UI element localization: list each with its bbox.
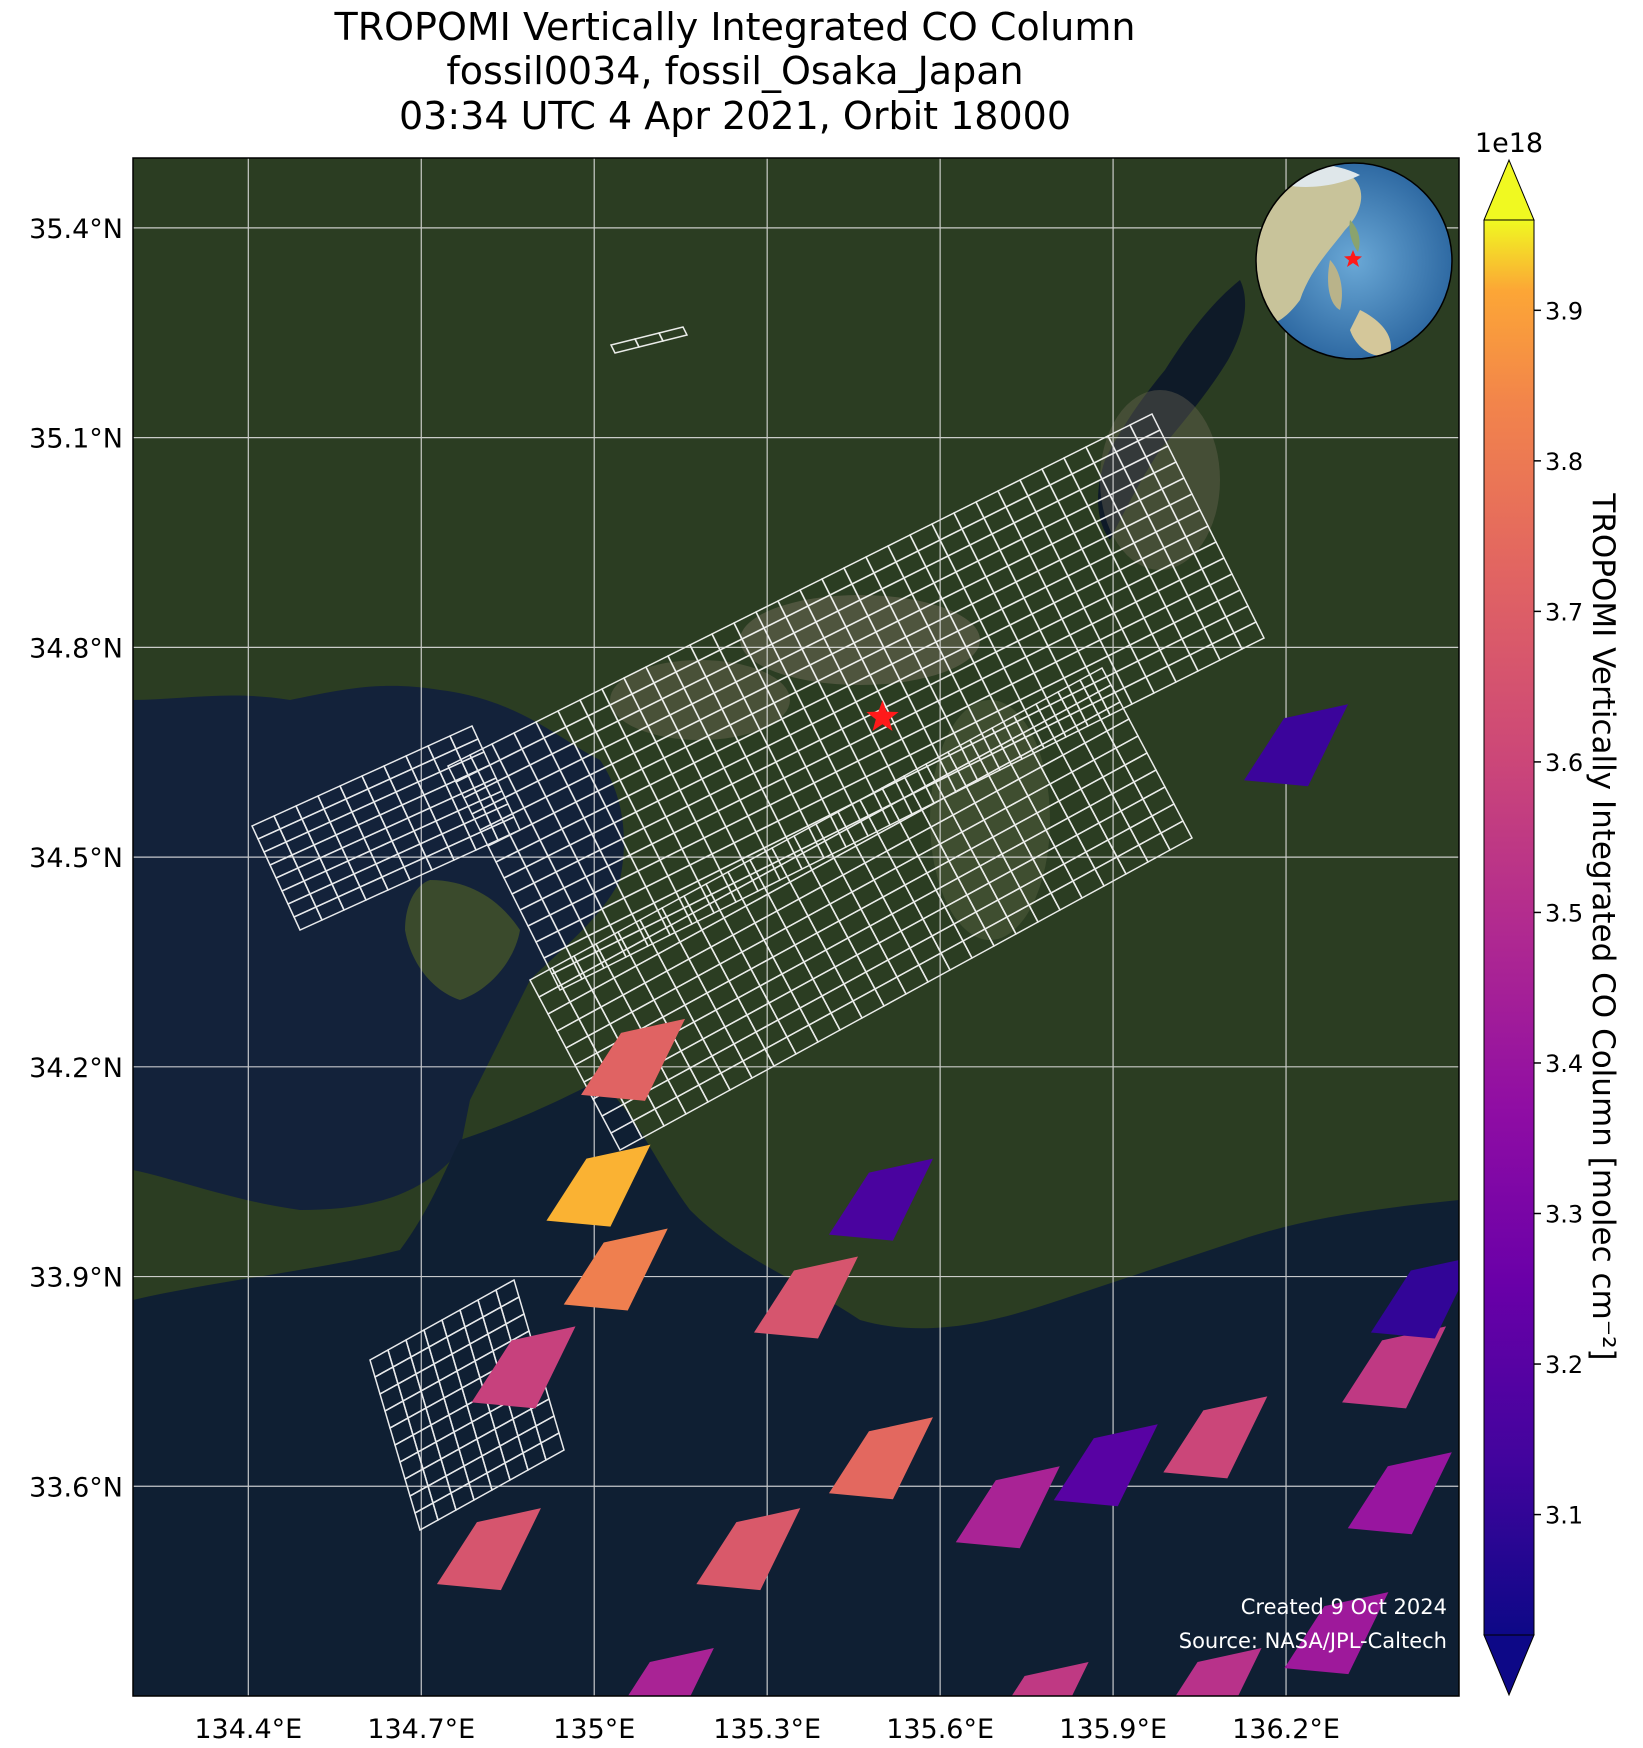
map-title-line-2: fossil0034, fossil_Osaka_Japan	[446, 49, 1024, 93]
co-pixel	[1175, 1648, 1262, 1696]
lon-tick-label: 134.7°E	[367, 1714, 475, 1745]
lon-tick-label: 135.6°E	[886, 1714, 994, 1745]
target-location-star-icon	[866, 700, 899, 732]
colorbar-tick: 3.8	[1545, 448, 1583, 476]
co-pixel	[1011, 1661, 1089, 1696]
co-pixel	[1053, 1424, 1158, 1507]
co-pixels	[436, 704, 1459, 1696]
co-pixel	[1244, 704, 1349, 787]
lake-biwa	[1098, 280, 1246, 540]
footprint-cell	[657, 326, 689, 342]
lat-tick-label: 33.6°N	[29, 1472, 123, 1503]
colorbar-tick: 3.6	[1545, 749, 1583, 777]
colorbar-gradient	[1483, 219, 1535, 1636]
colorbar-tick: 3.3	[1545, 1201, 1583, 1229]
co-pixel	[696, 1508, 801, 1591]
map-frame	[132, 157, 1460, 1697]
colorbar-extend-min	[1483, 1634, 1535, 1697]
globe-target-star-icon	[1344, 250, 1362, 267]
awaji-island	[405, 880, 520, 1000]
co-pixel	[1163, 1396, 1268, 1479]
footprint-outline-swath	[251, 326, 1266, 1532]
colorbar: 1e18 3.1 3.2 3.3 3.4 3.5 3.6 3.7 3.8 3.9 TROPOMI…	[1475, 128, 1621, 1697]
source-credit: Source: NASA/JPL-Caltech	[1179, 1629, 1447, 1653]
footprint-cell	[495, 1278, 520, 1309]
globe-locator-inset	[1255, 162, 1453, 360]
colorbar-tick: 3.1	[1545, 1502, 1583, 1530]
co-pixel	[1347, 1452, 1452, 1535]
co-pixel	[1284, 1592, 1389, 1675]
co-pixel	[1370, 1259, 1459, 1339]
footprint-cell	[1128, 412, 1162, 443]
map-area[interactable]: Created 9 Oct 2024 Source: NASA/JPL-Calt…	[133, 158, 1475, 1744]
co-pixel	[546, 1144, 651, 1227]
longitude-tick-labels: 134.4°E 134.7°E 135°E 135.3°E 135.6°E 135.9°E…	[194, 1714, 1340, 1745]
latitude-tick-labels: 35.4°N 35.1°N 34.8°N 34.5°N 34.2°N 33.9°N 33.6…	[29, 214, 123, 1503]
colorbar-tick: 3.5	[1545, 899, 1583, 927]
co-pixel	[955, 1466, 1060, 1549]
co-pixel	[828, 1158, 933, 1241]
co-pixel	[828, 1417, 933, 1500]
colorbar-tick: 3.9	[1545, 297, 1583, 325]
colorbar-label: TROPOMI Vertically Integrated CO Column …	[1585, 492, 1621, 1360]
map-title-line-3: 03:34 UTC 4 Apr 2021, Orbit 18000	[398, 94, 1071, 138]
colorbar-tick-labels: 3.1 3.2 3.3 3.4 3.5 3.6 3.7 3.8 3.9	[1534, 297, 1583, 1530]
co-pixel	[563, 1228, 668, 1311]
lon-tick-label: 134.4°E	[194, 1714, 302, 1745]
co-pixel	[754, 1256, 858, 1339]
lon-tick-label: 135°E	[553, 1714, 635, 1745]
co-pixel	[1342, 1326, 1447, 1409]
lat-tick-label: 34.2°N	[29, 1053, 123, 1084]
colorbar-tick: 3.4	[1545, 1050, 1583, 1078]
lat-tick-label: 34.8°N	[29, 633, 123, 664]
lat-tick-label: 34.5°N	[29, 843, 123, 874]
lat-tick-label: 35.4°N	[29, 214, 123, 245]
footprint-cell	[1078, 666, 1113, 699]
footprint-cell	[449, 725, 479, 750]
co-pixel	[471, 1326, 576, 1409]
lon-tick-label: 135.9°E	[1059, 1714, 1167, 1745]
co-pixel	[436, 1508, 541, 1591]
graticule	[133, 158, 1459, 1696]
map-title-line-1: TROPOMI Vertically Integrated CO Column	[334, 5, 1136, 49]
lon-tick-label: 136.2°E	[1232, 1714, 1340, 1745]
colorbar-extend-max	[1483, 158, 1535, 221]
created-credit: Created 9 Oct 2024	[1241, 1595, 1447, 1619]
co-pixel	[627, 1648, 714, 1696]
colorbar-tick: 3.7	[1545, 598, 1583, 626]
lat-tick-label: 33.9°N	[29, 1263, 123, 1294]
colorbar-multiplier: 1e18	[1475, 128, 1543, 159]
co-pixel	[581, 1018, 686, 1101]
lon-tick-label: 135.3°E	[713, 1714, 821, 1745]
lat-tick-label: 35.1°N	[29, 424, 123, 455]
colorbar-tick: 3.2	[1545, 1351, 1583, 1379]
